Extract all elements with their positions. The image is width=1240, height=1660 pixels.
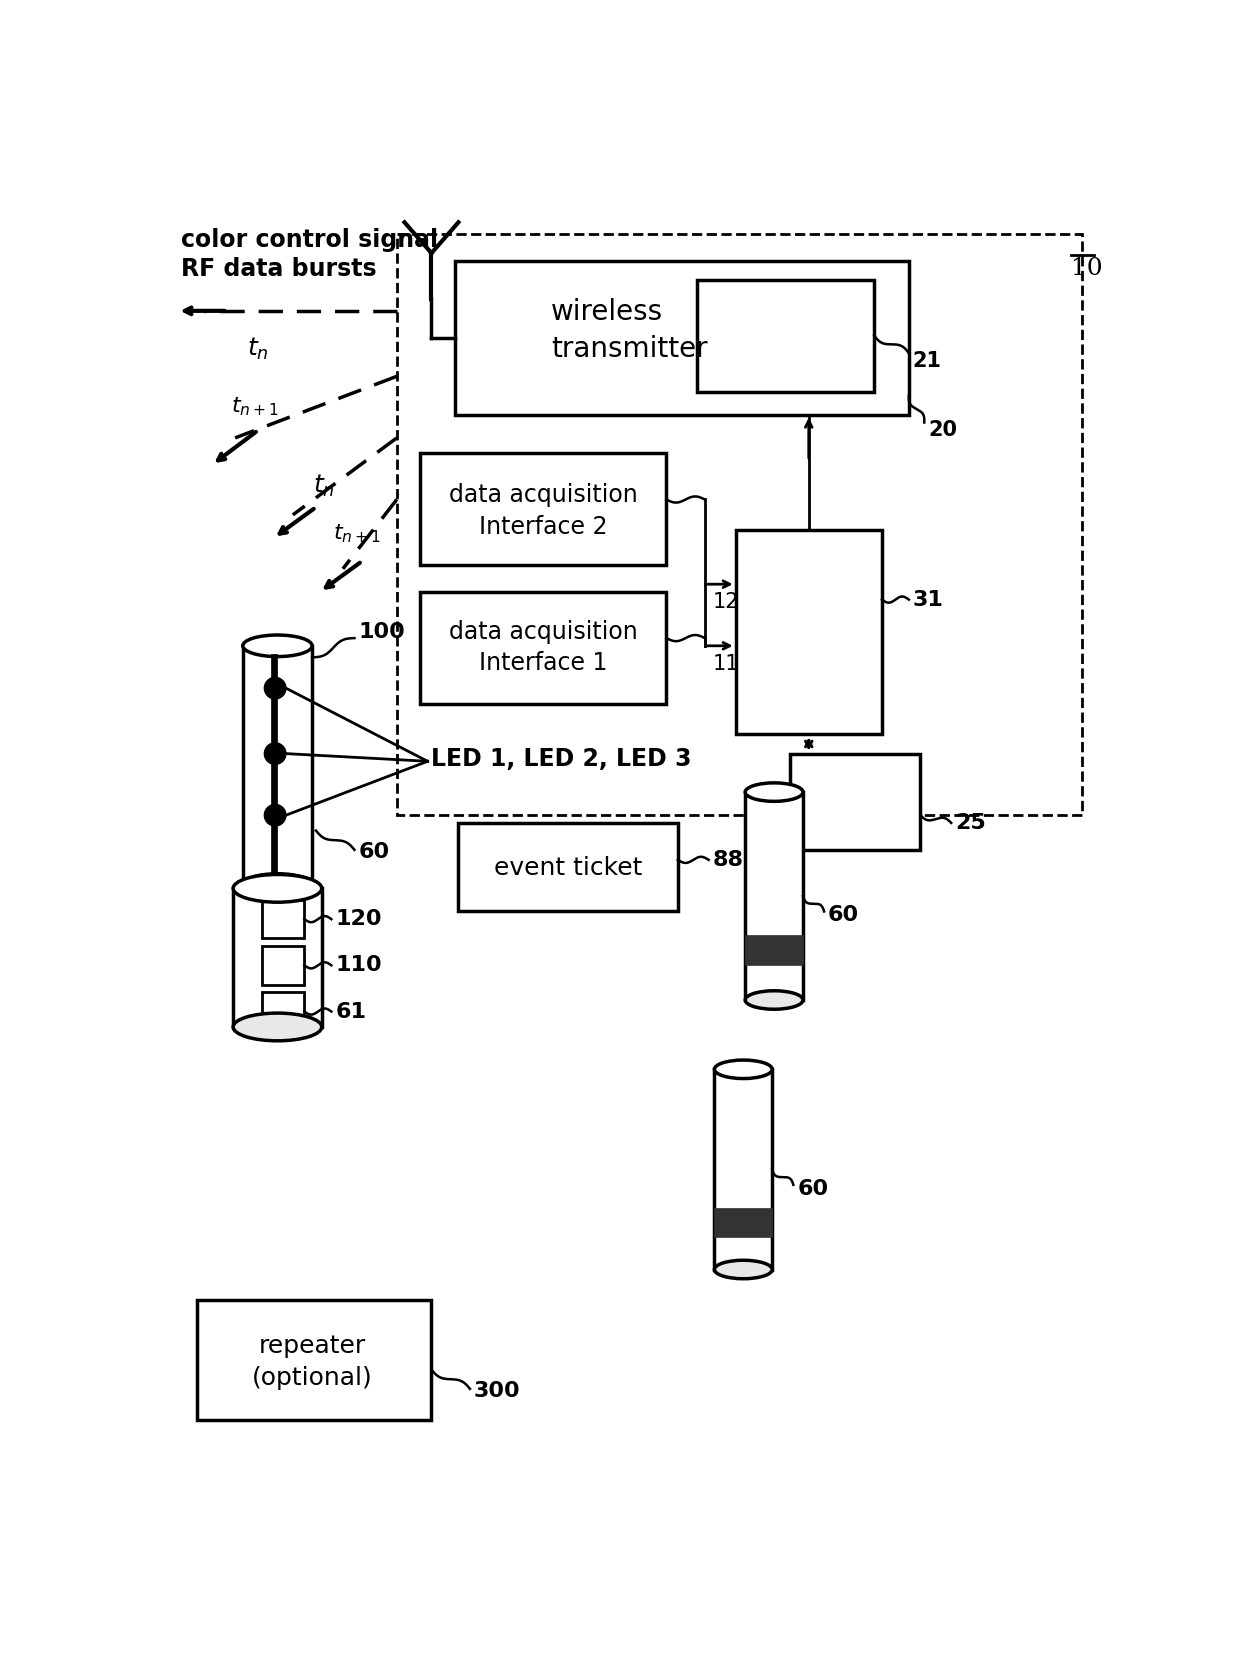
Circle shape bbox=[264, 677, 286, 699]
Text: 60: 60 bbox=[828, 905, 859, 925]
Ellipse shape bbox=[233, 1013, 321, 1041]
Bar bbox=[262, 993, 304, 1031]
Text: $t_{n+1}$: $t_{n+1}$ bbox=[334, 523, 382, 544]
Ellipse shape bbox=[714, 1260, 773, 1278]
Text: 60: 60 bbox=[358, 842, 389, 862]
Ellipse shape bbox=[243, 873, 312, 895]
Bar bbox=[714, 1069, 773, 1270]
Text: wireless
transmitter: wireless transmitter bbox=[551, 297, 708, 362]
Text: data acquisition
Interface 2: data acquisition Interface 2 bbox=[449, 483, 637, 540]
Bar bbox=[420, 593, 666, 704]
Bar bbox=[714, 1208, 773, 1237]
Text: LED 1, LED 2, LED 3: LED 1, LED 2, LED 3 bbox=[432, 747, 692, 770]
Circle shape bbox=[264, 742, 286, 764]
Text: 60: 60 bbox=[797, 1179, 828, 1199]
Circle shape bbox=[264, 805, 286, 827]
Bar bbox=[397, 234, 1083, 815]
Bar bbox=[735, 530, 882, 734]
Text: 10: 10 bbox=[1070, 257, 1102, 281]
Bar bbox=[745, 935, 804, 966]
Text: 21: 21 bbox=[913, 350, 941, 370]
Ellipse shape bbox=[233, 875, 321, 903]
Bar bbox=[459, 823, 678, 911]
Bar bbox=[455, 261, 909, 415]
Text: 25: 25 bbox=[955, 813, 986, 833]
Text: $t_n$: $t_n$ bbox=[247, 337, 269, 362]
Bar bbox=[243, 646, 312, 885]
Text: data acquisition
Interface 1: data acquisition Interface 1 bbox=[449, 619, 637, 676]
Text: $t_n$: $t_n$ bbox=[312, 473, 335, 498]
Text: 61: 61 bbox=[335, 1001, 366, 1021]
Text: 12: 12 bbox=[713, 593, 739, 613]
Text: 31: 31 bbox=[913, 589, 944, 609]
Bar bbox=[272, 654, 278, 885]
Text: color control signal: color control signal bbox=[181, 229, 438, 252]
Bar bbox=[197, 1300, 432, 1419]
Ellipse shape bbox=[714, 1061, 773, 1079]
Text: 11: 11 bbox=[713, 654, 739, 674]
Bar bbox=[790, 754, 920, 850]
Bar bbox=[262, 946, 304, 984]
Text: $t_{n+1}$: $t_{n+1}$ bbox=[231, 395, 279, 418]
Text: 100: 100 bbox=[358, 622, 405, 642]
Bar bbox=[745, 792, 804, 999]
Ellipse shape bbox=[243, 636, 312, 657]
Ellipse shape bbox=[745, 784, 804, 802]
Text: 88: 88 bbox=[713, 850, 744, 870]
Text: RF data bursts: RF data bursts bbox=[181, 257, 377, 281]
Text: 120: 120 bbox=[335, 910, 382, 930]
Ellipse shape bbox=[745, 991, 804, 1009]
Bar bbox=[262, 900, 304, 938]
Text: 300: 300 bbox=[474, 1381, 521, 1401]
Bar bbox=[697, 281, 874, 392]
Text: event ticket: event ticket bbox=[495, 855, 642, 880]
Text: 110: 110 bbox=[335, 956, 382, 976]
Text: 20: 20 bbox=[928, 420, 957, 440]
Text: repeater
(optional): repeater (optional) bbox=[252, 1335, 372, 1389]
Bar bbox=[233, 888, 321, 1028]
Bar bbox=[420, 453, 666, 564]
